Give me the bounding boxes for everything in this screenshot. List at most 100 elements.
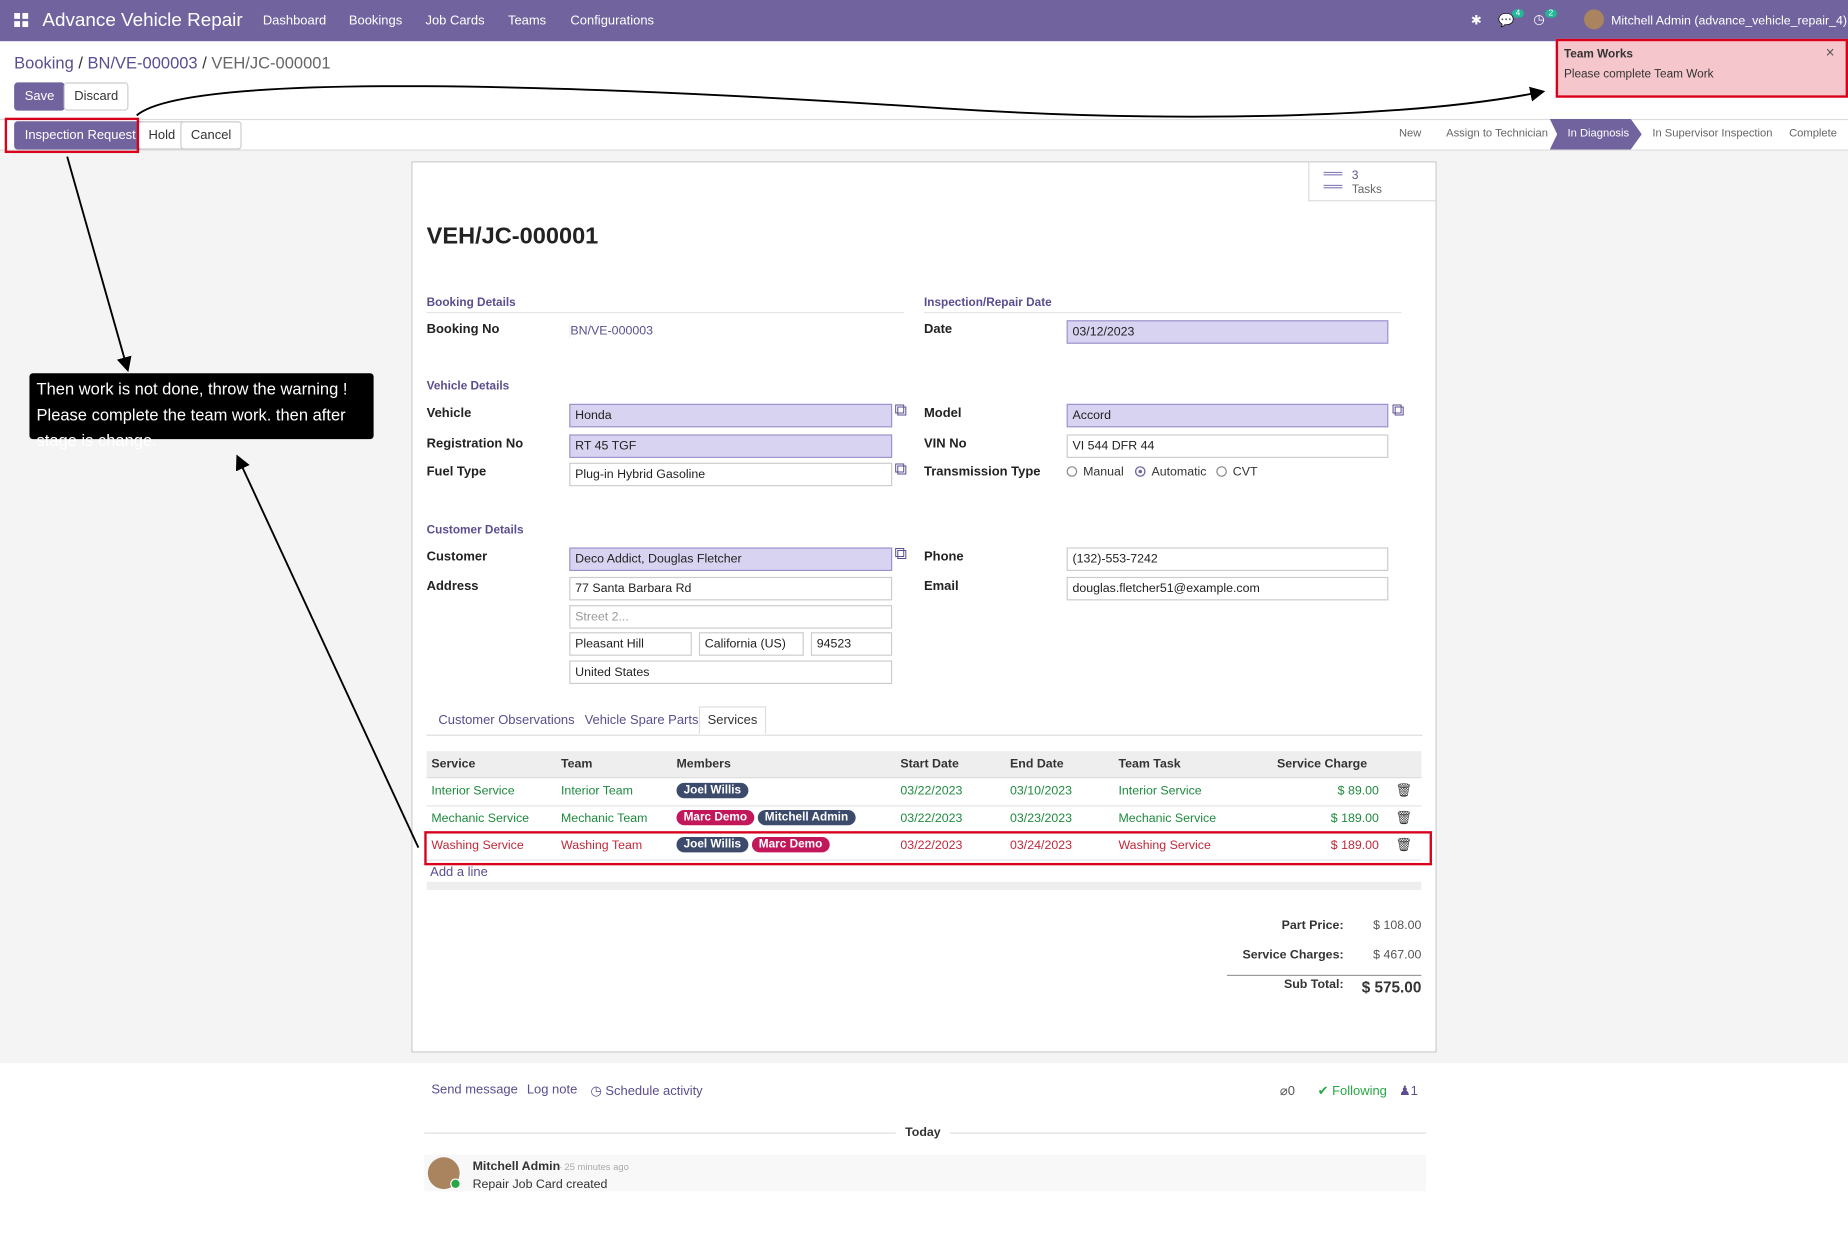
cell[interactable]: 03/22/2023: [900, 784, 963, 799]
cell[interactable]: $ 189.00: [1330, 838, 1379, 853]
apps-icon[interactable]: [14, 12, 29, 28]
menu-item[interactable]: Bookings: [348, 14, 403, 29]
action-button[interactable]: Inspection Request: [14, 121, 147, 150]
cell[interactable]: Mechanic Service: [1118, 811, 1217, 826]
zip-input[interactable]: 94523: [810, 632, 893, 656]
field-input[interactable]: Accord: [1066, 403, 1389, 428]
avatar[interactable]: [1583, 9, 1605, 30]
notification-close[interactable]: ×: [1825, 43, 1835, 62]
state-input[interactable]: California (US): [698, 632, 804, 656]
cell[interactable]: Mechanic Team: [560, 811, 648, 826]
members: Joel Willis: [676, 782, 751, 799]
cell[interactable]: Washing Team: [560, 838, 643, 853]
city-input[interactable]: Pleasant Hill: [569, 632, 692, 656]
cell[interactable]: 03/22/2023: [900, 811, 963, 826]
schedule-activity[interactable]: ◷ Schedule activity: [590, 1084, 703, 1099]
cell[interactable]: Interior Service: [1118, 784, 1202, 799]
date-input[interactable]: 03/12/2023: [1066, 320, 1389, 344]
stage[interactable]: New: [1398, 127, 1422, 141]
external-link[interactable]: ⧉: [894, 400, 908, 421]
member-badge: Mitchell Admin: [757, 809, 856, 826]
column-header[interactable]: Start Date: [900, 757, 959, 772]
app-name[interactable]: Advance Vehicle Repair: [42, 10, 243, 31]
stage[interactable]: Complete: [1789, 127, 1838, 141]
tab-active[interactable]: Services: [698, 706, 767, 735]
tab[interactable]: Customer Observations: [438, 713, 575, 728]
radio-label[interactable]: CVT: [1232, 465, 1258, 480]
log-note[interactable]: Log note: [526, 1083, 578, 1098]
delete-icon[interactable]: 🗑: [1395, 838, 1412, 853]
field-input[interactable]: Plug-in Hybrid Gasoline: [569, 462, 893, 487]
country-input[interactable]: United States: [569, 660, 893, 685]
following[interactable]: ✔ Following: [1317, 1084, 1387, 1099]
field-input[interactable]: Honda: [569, 403, 893, 428]
menu-item[interactable]: Job Cards: [425, 14, 485, 29]
field-input[interactable]: VI 544 DFR 44: [1066, 434, 1389, 458]
send-message[interactable]: Send message: [431, 1083, 518, 1098]
chat-icon[interactable]: 💬: [1497, 14, 1515, 29]
stage[interactable]: Assign to Technician: [1446, 127, 1548, 141]
field-input[interactable]: douglas.fletcher51@example.com: [1066, 576, 1389, 601]
column-header[interactable]: Service: [431, 757, 476, 772]
field-link[interactable]: BN/VE-000003: [569, 323, 653, 338]
stage[interactable]: In Supervisor Inspection: [1652, 127, 1773, 141]
cell[interactable]: 03/10/2023: [1010, 784, 1072, 799]
column-header[interactable]: Team Task: [1118, 757, 1181, 772]
external-link[interactable]: ⧉: [894, 543, 908, 564]
cell[interactable]: Washing Service: [1118, 838, 1211, 853]
street-input[interactable]: 77 Santa Barbara Rd: [569, 576, 893, 601]
cell[interactable]: $ 189.00: [1330, 811, 1379, 826]
cell[interactable]: $ 89.00: [1337, 784, 1379, 799]
attachments[interactable]: ⌀0: [1279, 1084, 1295, 1099]
divider: [0, 118, 1848, 121]
annotation: Then work is not done, throw the warning…: [29, 373, 374, 450]
column-header[interactable]: Service Charge: [1277, 757, 1368, 772]
cell[interactable]: Interior Team: [560, 784, 634, 799]
followers[interactable]: ♟1: [1398, 1084, 1418, 1099]
cell[interactable]: Interior Service: [431, 784, 515, 799]
activity-icon[interactable]: ◷: [1533, 12, 1545, 28]
external-link[interactable]: ⧉: [894, 459, 908, 480]
field-input[interactable]: RT 45 TGF: [569, 434, 893, 458]
menu-item[interactable]: Dashboard: [262, 14, 327, 29]
stage[interactable]: In Diagnosis: [1567, 127, 1630, 141]
field-input[interactable]: (132)-553-7242: [1066, 547, 1389, 571]
column-header[interactable]: End Date: [1010, 757, 1064, 772]
cell[interactable]: 03/24/2023: [1010, 838, 1072, 853]
tab[interactable]: Vehicle Spare Parts: [584, 713, 699, 728]
discard-button[interactable]: Discard: [63, 82, 129, 111]
cell[interactable]: Washing Service: [431, 838, 524, 853]
field-input[interactable]: Deco Addict, Douglas Fletcher: [569, 547, 893, 571]
radio-label[interactable]: Manual: [1083, 465, 1124, 480]
following-label: Following: [1332, 1084, 1387, 1099]
action-button[interactable]: Cancel: [180, 121, 242, 150]
tasks-button[interactable]: 3 Tasks: [1308, 162, 1436, 202]
street2-input[interactable]: Street 2...: [569, 605, 893, 629]
user-name[interactable]: Mitchell Admin (advance_vehicle_repair_4…: [1611, 14, 1848, 29]
debug-icon[interactable]: ✱: [1470, 14, 1482, 29]
add-line[interactable]: Add a line: [430, 865, 488, 880]
menu-item[interactable]: Configurations: [570, 14, 655, 29]
radio[interactable]: [1134, 466, 1146, 477]
cell[interactable]: Mechanic Service: [431, 811, 530, 826]
radio-label[interactable]: Automatic: [1151, 465, 1207, 480]
menu-item[interactable]: Teams: [507, 14, 547, 29]
delete-icon[interactable]: 🗑: [1395, 811, 1412, 826]
cell[interactable]: 03/22/2023: [900, 838, 963, 853]
delete-icon[interactable]: 🗑: [1395, 784, 1412, 799]
record-title: VEH/JC-000001: [426, 223, 599, 250]
external-link[interactable]: ⧉: [1391, 400, 1405, 421]
crumb: VEH/JC-000001: [211, 52, 331, 72]
column-header[interactable]: Team: [560, 757, 593, 772]
column-header[interactable]: Members: [676, 757, 731, 772]
field-label: Booking No: [426, 322, 500, 337]
cell[interactable]: 03/23/2023: [1010, 811, 1072, 826]
total-label: Service Charges:: [1242, 947, 1344, 962]
radio[interactable]: [1066, 466, 1078, 477]
crumb[interactable]: BN/VE-000003: [87, 52, 198, 72]
field-label: Date: [923, 322, 953, 337]
radio[interactable]: [1216, 466, 1227, 477]
field-label: Phone: [923, 549, 964, 564]
crumb[interactable]: Booking: [14, 52, 74, 72]
